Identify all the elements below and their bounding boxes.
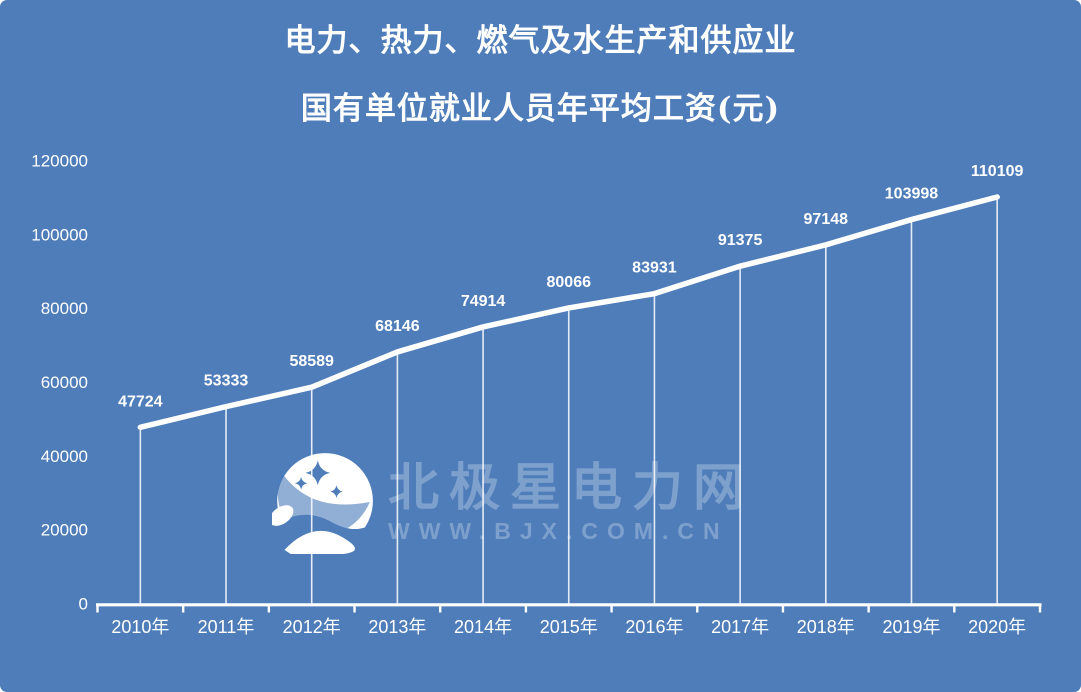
y-axis-tick-label: 20000 (41, 521, 88, 540)
x-axis-category-label: 2011年 (198, 617, 255, 637)
x-axis-category-label: 2017年 (711, 617, 769, 637)
y-axis-tick-label: 40000 (41, 447, 88, 466)
series-line (137, 194, 1000, 431)
chart-title-line1: 电力、热力、燃气及水生产和供应业 (284, 23, 797, 59)
data-label: 103998 (885, 186, 938, 203)
data-label: 91375 (718, 232, 763, 249)
x-axis-category-label: 2020年 (968, 617, 1026, 637)
x-axis-category-label: 2010年 (111, 617, 169, 637)
x-axis-category-label: 2016年 (625, 617, 683, 637)
data-label: 58589 (289, 353, 334, 370)
x-axis-category-label: 2013年 (368, 617, 426, 637)
y-axis-tick-label: 120000 (31, 152, 88, 171)
data-label: 68146 (375, 318, 420, 335)
y-axis-tick-label: 60000 (41, 373, 88, 392)
x-axis-category-label: 2012年 (283, 617, 341, 637)
data-label: 53333 (204, 373, 249, 390)
y-axis-tick-label: 0 (79, 595, 88, 614)
data-label: 97148 (804, 211, 849, 228)
data-label: 110109 (971, 163, 1024, 180)
data-label: 80066 (547, 274, 592, 291)
y-axis-tick-label: 100000 (31, 225, 88, 244)
chart-title: 电力、热力、燃气及水生产和供应业 国有单位就业人员年平均工资(元) (0, 24, 1081, 126)
data-label: 83931 (632, 260, 677, 277)
data-label: 74914 (461, 293, 506, 310)
y-axis-tick-label: 80000 (41, 299, 88, 318)
x-axis-category-label: 2019年 (882, 617, 940, 637)
x-axis-category-label: 2015年 (540, 617, 598, 637)
x-axis-category-label: 2014年 (454, 617, 512, 637)
data-label: 47724 (118, 393, 163, 410)
x-axis-category-label: 2018年 (797, 617, 855, 637)
chart-title-line2: 国有单位就业人员年平均工资(元) (300, 91, 781, 127)
